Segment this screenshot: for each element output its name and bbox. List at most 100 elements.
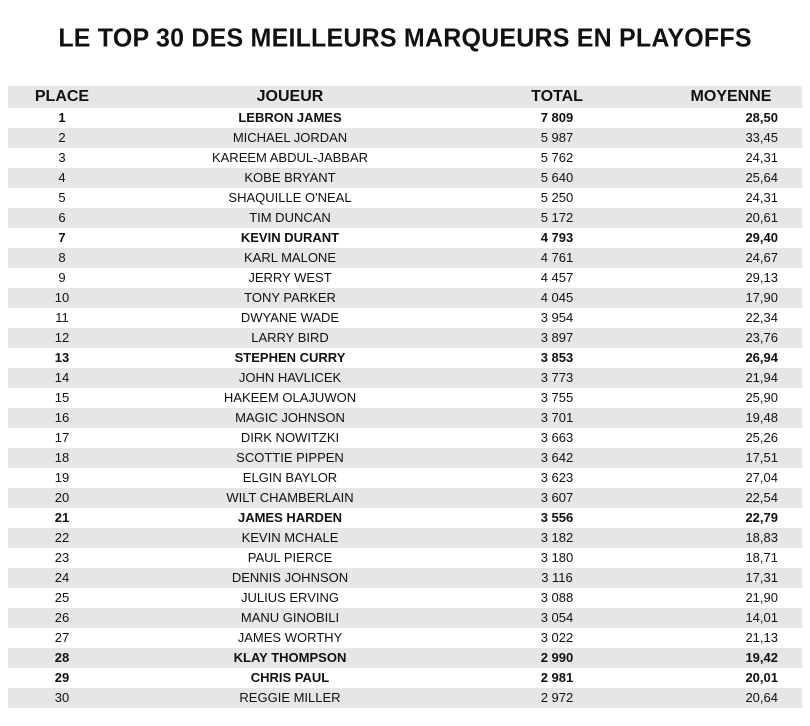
table-cell: 4 761 [540, 250, 574, 265]
table-cell: 30 [54, 690, 70, 705]
table-cell: 27 [54, 630, 70, 645]
table-cell: 25,90 [745, 390, 778, 405]
table-cell: 3 853 [540, 350, 574, 365]
table-row: 7 KEVIN DURANT 4 793 29,40 [8, 228, 802, 248]
table-cell: DIRK NOWITZKI [240, 430, 340, 445]
table-cell: 18,71 [745, 550, 778, 565]
table-cell: 17,31 [745, 570, 778, 585]
table-cell: 24,67 [745, 250, 778, 265]
table-row: 15 HAKEEM OLAJUWON 3 755 25,90 [8, 388, 802, 408]
table-cell: 9 [58, 270, 66, 285]
table-row: 25 JULIUS ERVING 3 088 21,90 [8, 588, 802, 608]
table-cell: 22,34 [745, 310, 778, 325]
table-cell: KAREEM ABDUL-JABBAR [211, 150, 369, 165]
table-cell: 24,31 [745, 150, 778, 165]
table-row: 28 KLAY THOMPSON 2 990 19,42 [8, 648, 802, 668]
table-cell: 12 [54, 330, 70, 345]
table-cell: 22 [54, 530, 70, 545]
table-row: 29 CHRIS PAUL 2 981 20,01 [8, 668, 802, 688]
table-cell: 4 793 [540, 230, 574, 245]
table-cell: HAKEEM OLAJUWON [223, 390, 357, 405]
table-cell: 26 [54, 610, 70, 625]
table-cell: 25,64 [745, 170, 778, 185]
table-cell: 5 987 [540, 130, 574, 145]
table-cell: JOHN HAVLICEK [238, 370, 342, 385]
table-cell: 21 [54, 510, 70, 525]
table-row: 17 DIRK NOWITZKI 3 663 25,26 [8, 428, 802, 448]
table-row: 12 LARRY BIRD 3 897 23,76 [8, 328, 802, 348]
table-cell: 20,01 [745, 670, 778, 685]
table-row: 16 MAGIC JOHNSON 3 701 19,48 [8, 408, 802, 428]
table-cell: MANU GINOBILI [240, 610, 340, 625]
table-cell: 10 [54, 290, 70, 305]
table-row: 20 WILT CHAMBERLAIN 3 607 22,54 [8, 488, 802, 508]
title: LE TOP 30 DES MEILLEURS MARQUEURS EN PLA… [58, 23, 752, 53]
table-cell: 15 [54, 390, 70, 405]
table-cell: 23 [54, 550, 70, 565]
table-row: 26 MANU GINOBILI 3 054 14,01 [8, 608, 802, 628]
table-cell: LARRY BIRD [251, 330, 329, 345]
table-cell: 3 897 [540, 330, 574, 345]
table-cell: 21,94 [745, 370, 778, 385]
table-cell: 3 [58, 150, 66, 165]
table-row: 1 LEBRON JAMES 7 809 28,50 [8, 108, 802, 128]
table-row: 14 JOHN HAVLICEK 3 773 21,94 [8, 368, 802, 388]
table-cell: JAMES HARDEN [237, 510, 342, 525]
table-cell: 5 250 [540, 190, 574, 205]
table-cell: 33,45 [745, 130, 778, 145]
table-cell: 5 [58, 190, 66, 205]
table-cell: 8 [58, 250, 66, 265]
header-cell: PLACE [34, 88, 90, 105]
table-row: 27 JAMES WORTHY 3 022 21,13 [8, 628, 802, 648]
table-row: 10 TONY PARKER 4 045 17,90 [8, 288, 802, 308]
table-cell: 4 457 [540, 270, 574, 285]
table-row: 6 TIM DUNCAN 5 172 20,61 [8, 208, 802, 228]
table-row: 22 KEVIN MCHALE 3 182 18,83 [8, 528, 802, 548]
table: PLACE JOUEUR TOTAL MOYENNE 1 LEBRON JAMES 7 80… [8, 86, 802, 708]
table-cell: 3 088 [540, 590, 574, 605]
table-cell: 27,04 [745, 470, 778, 485]
table-cell: DENNIS JOHNSON [231, 570, 349, 585]
table-row: 3 KAREEM ABDUL-JABBAR 5 762 24,31 [8, 148, 802, 168]
table-cell: SHAQUILLE O'NEAL [228, 190, 352, 205]
table-cell: 3 663 [540, 430, 574, 445]
table-cell: 3 556 [540, 510, 574, 525]
header-cell: MOYENNE [690, 88, 772, 105]
table-row: 30 REGGIE MILLER 2 972 20,64 [8, 688, 802, 708]
table-cell: JERRY WEST [248, 270, 332, 285]
table-cell: 2 972 [540, 690, 574, 705]
table-cell: 20,61 [745, 210, 778, 225]
table-cell: 17,90 [745, 290, 778, 305]
table-cell: 24 [54, 570, 70, 585]
table-cell: 3 954 [540, 310, 574, 325]
table-cell: 21,13 [745, 630, 778, 645]
table-cell: WILT CHAMBERLAIN [226, 490, 354, 505]
table-row: 8 KARL MALONE 4 761 24,67 [8, 248, 802, 268]
table-cell: 22,79 [745, 510, 778, 525]
table-cell: JAMES WORTHY [237, 630, 343, 645]
table-row: 11 DWYANE WADE 3 954 22,34 [8, 308, 802, 328]
table-cell: 20 [54, 490, 70, 505]
table-cell: 4 [58, 170, 66, 185]
table-cell: 3 022 [540, 630, 574, 645]
table-row: 9 JERRY WEST 4 457 29,13 [8, 268, 802, 288]
header-row: PLACE JOUEUR TOTAL MOYENNE [8, 86, 802, 108]
table-cell: MICHAEL JORDAN [232, 130, 348, 145]
table-cell: 28,50 [745, 110, 778, 125]
table-cell: 29 [54, 670, 70, 685]
table-cell: ELGIN BAYLOR [242, 470, 338, 485]
table-cell: 5 172 [540, 210, 574, 225]
table-row: 4 KOBE BRYANT 5 640 25,64 [8, 168, 802, 188]
table-cell: 1 [58, 110, 66, 125]
table-cell: 2 981 [540, 670, 574, 685]
table-row: 23 PAUL PIERCE 3 180 18,71 [8, 548, 802, 568]
table-cell: 3 054 [540, 610, 574, 625]
table-cell: JULIUS ERVING [240, 590, 339, 605]
table-cell: STEPHEN CURRY [234, 350, 346, 365]
table-cell: 18,83 [745, 530, 778, 545]
table-cell: 28 [54, 650, 70, 665]
table-row: 21 JAMES HARDEN 3 556 22,79 [8, 508, 802, 528]
table-cell: DWYANE WADE [240, 310, 340, 325]
table-cell: 3 773 [540, 370, 574, 385]
